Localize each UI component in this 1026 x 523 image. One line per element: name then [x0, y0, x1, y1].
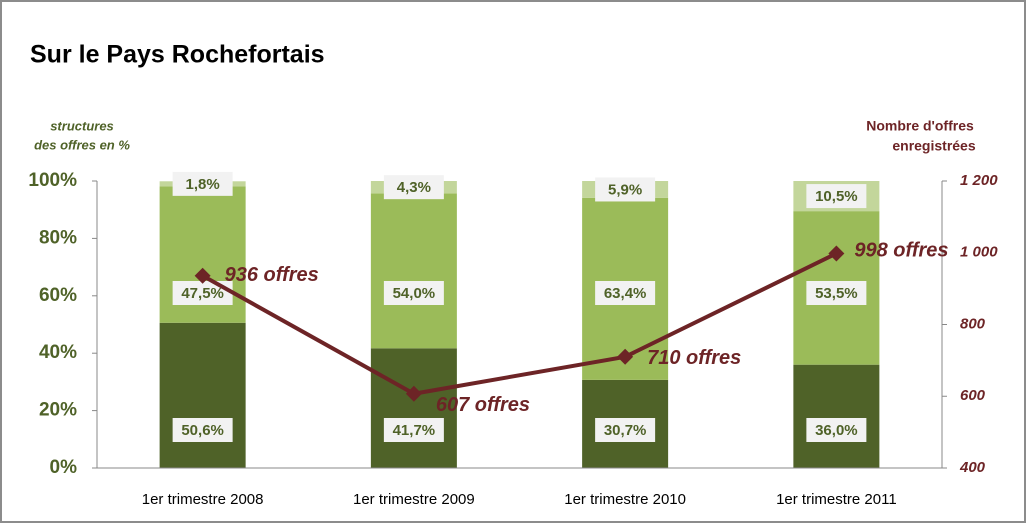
bar-segment	[370, 348, 457, 468]
data-label-box	[172, 418, 233, 442]
line-marker	[617, 348, 634, 365]
line-label: 936 offres	[225, 264, 319, 286]
data-label-box	[595, 281, 656, 305]
bar-segment	[159, 322, 246, 468]
line	[201, 251, 838, 396]
data-label-box	[383, 418, 444, 442]
x-tick-label: 1er trimestre 2011	[776, 491, 897, 508]
data-label: 63,4%	[604, 285, 647, 302]
y-axis-title: des offres en %	[34, 137, 130, 152]
y2-axis-title: enregistrées	[892, 138, 975, 154]
y2-tick-label: 600	[960, 387, 986, 404]
data-label-box	[172, 171, 233, 196]
x-tick-label: 1er trimestre 2008	[142, 491, 264, 508]
data-label: 5,9%	[608, 181, 642, 198]
y-tick-label: 0%	[50, 457, 78, 478]
chart-title: Sur le Pays Rochefortais	[30, 41, 325, 69]
y-tick-label: 100%	[28, 170, 77, 191]
y2-tick-label: 1 000	[960, 244, 998, 261]
data-label-box	[383, 281, 444, 305]
y2-tick-label: 800	[960, 315, 986, 332]
data-label-box	[806, 418, 867, 442]
data-label: 30,7%	[604, 422, 647, 439]
line-label: 607 offres	[436, 394, 530, 416]
data-label: 54,0%	[393, 285, 436, 302]
y-tick-label: 40%	[39, 342, 77, 363]
y-axis-title: structures	[50, 118, 114, 133]
line-label: 998 offres	[854, 240, 948, 262]
data-label: 1,8%	[186, 176, 220, 193]
bar-segment	[793, 364, 880, 468]
data-label: 50,6%	[181, 422, 224, 439]
y2-tick-label: 1 200	[960, 172, 998, 189]
data-label: 4,3%	[397, 179, 431, 196]
x-tick-label: 1er trimestre 2009	[353, 491, 475, 508]
data-label-box	[595, 418, 656, 442]
y2-tick-label: 400	[959, 459, 986, 476]
line-marker	[405, 385, 422, 402]
data-label: 47,5%	[181, 285, 224, 302]
data-label: 41,7%	[393, 422, 436, 439]
y2-axis-title: Nombre d'offres	[866, 118, 974, 134]
bar-segment	[370, 193, 457, 349]
data-label: 10,5%	[815, 188, 858, 205]
line-marker	[828, 245, 845, 262]
data-label-box	[806, 281, 867, 305]
data-label: 53,5%	[815, 285, 858, 302]
data-label-box	[595, 177, 656, 202]
data-label-box	[806, 184, 867, 209]
data-label-box	[383, 175, 444, 200]
y-tick-label: 20%	[39, 400, 77, 421]
y-tick-label: 60%	[39, 285, 77, 306]
line-marker	[194, 267, 211, 284]
data-label: 36,0%	[815, 422, 858, 439]
line-label: 710 offres	[647, 347, 741, 369]
y-tick-label: 80%	[39, 227, 77, 248]
x-tick-label: 1er trimestre 2010	[564, 491, 686, 508]
